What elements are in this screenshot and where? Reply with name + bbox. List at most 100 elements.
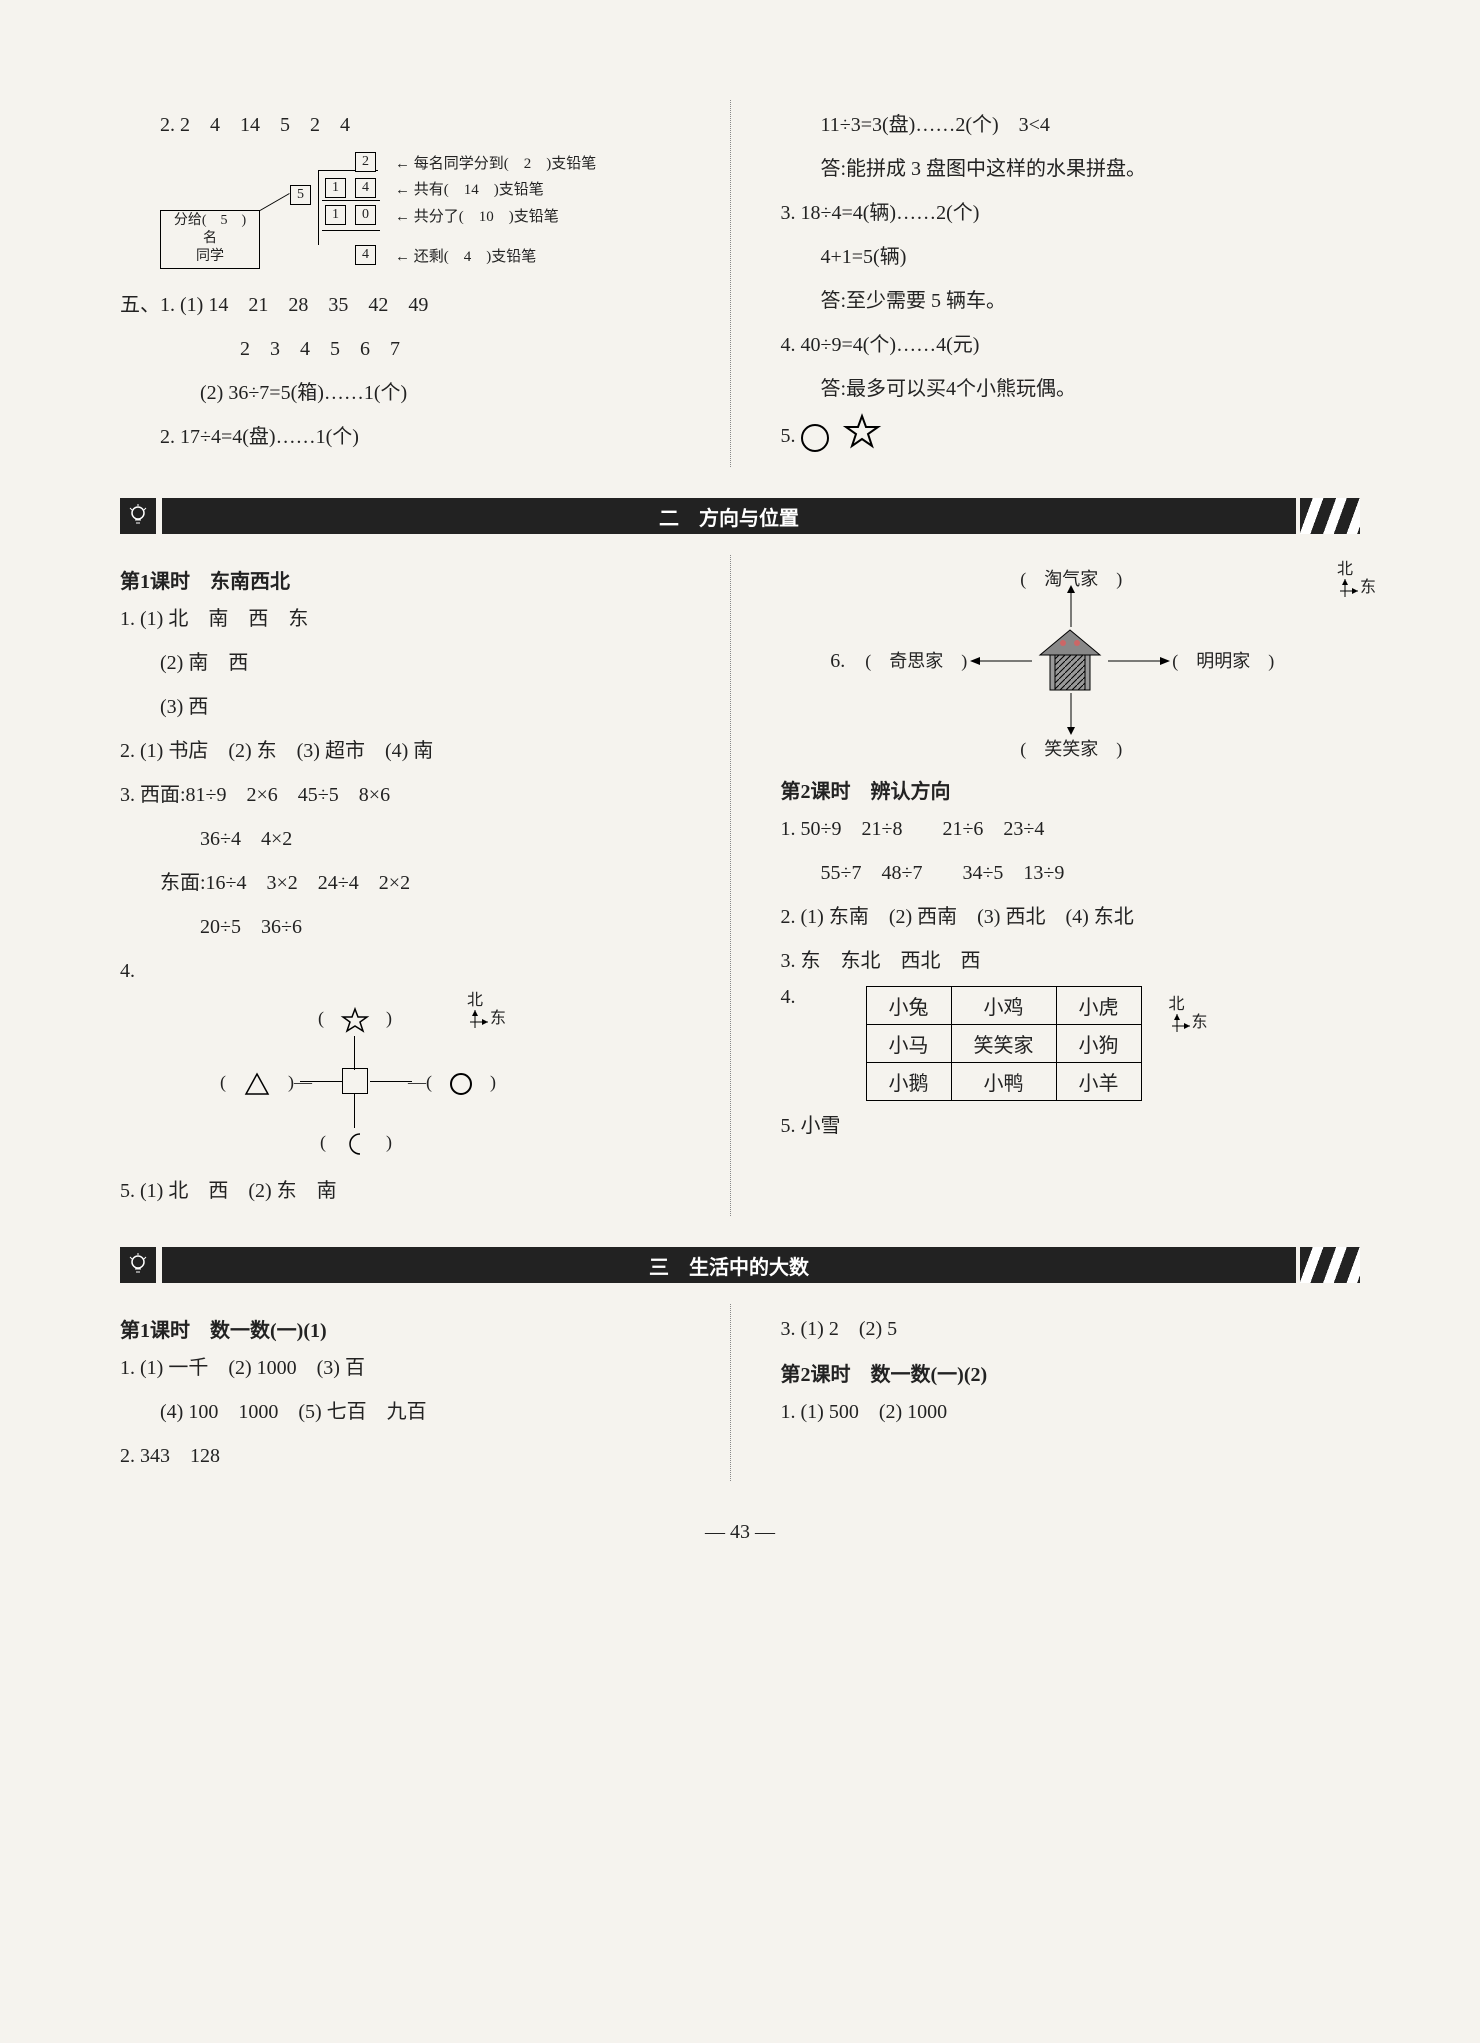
cell-0-2: 小虎 [1056, 987, 1141, 1025]
stripes-icon-2 [1300, 1247, 1360, 1283]
arrow-left-icon [970, 655, 1032, 667]
r-0: 11÷3=3(盘)……2(个) 3<4 [781, 106, 1361, 144]
box-4b: 4 [355, 245, 376, 265]
q6-label: 6. [830, 650, 845, 673]
top-section: 2. 2 4 14 5 2 4 分给( 5 )名 同学 5 1 1 2 4 0 … [120, 100, 1360, 467]
top-left-col: 2. 2 4 14 5 2 4 分给( 5 )名 同学 5 1 1 2 4 0 … [120, 100, 731, 467]
section-2: 第1课时 东南西北 1. (1) 北 南 西 东 (2) 南 西 (3) 西 2… [120, 555, 1360, 1216]
lesson-1-title: 第1课时 东南西北 [120, 565, 700, 594]
cell-2-1: 小鸭 [951, 1063, 1056, 1101]
r-1: 答:能拼成 3 盘图中这样的水果拼盘。 [781, 150, 1361, 188]
node-south: ( ) [320, 1128, 392, 1156]
lightbulb-icon-2 [120, 1247, 156, 1283]
compass-icon: 北 东 [460, 986, 490, 1035]
s2r-l5: 5. 小雪 [781, 1107, 1361, 1145]
s2l6: 36÷4 4×2 [120, 820, 700, 858]
compass-icon-3: 北 东 [1162, 990, 1192, 1039]
cell-0-1: 小鸡 [951, 987, 1056, 1025]
chapter-2-bar: 二 方向与位置 [120, 497, 1360, 535]
box-1a: 1 [325, 178, 346, 198]
box-5: 5 [290, 185, 311, 205]
anno-2: ← 共有( 14 )支铅笔 [395, 178, 544, 199]
anno-4: ← 还剩( 4 )支铅笔 [395, 245, 536, 266]
s2r-l1: 1. 50÷9 21÷8 21÷6 23÷4 [781, 810, 1361, 848]
arrow-right-icon [1108, 655, 1170, 667]
five-1-3: (2) 36÷7=5(箱)……1(个) [120, 374, 700, 412]
animals-table: 小兔 小鸡 小虎 小马 笑笑家 小狗 小鹅 小鸭 小羊 [866, 986, 1142, 1101]
s2-q5: 5. (1) 北 西 (2) 东 南 [120, 1172, 700, 1210]
star-icon [844, 414, 880, 461]
sec2-right: 北 东 6. ( 淘气家 ) ( 奇思家 ) ( [771, 555, 1361, 1216]
lesson-2-title: 第2课时 辨认方向 [781, 775, 1361, 804]
r-4: 答:至少需要 5 辆车。 [781, 282, 1361, 320]
s3l1: 1. (1) 一千 (2) 1000 (3) 百 [120, 1349, 700, 1387]
shapes-direction-diagram: 北 东 ( ) ( )— —( ) [200, 996, 520, 1166]
cell-0-0: 小兔 [866, 987, 951, 1025]
s2r-l3: 2. (1) 东南 (2) 西南 (3) 西北 (4) 东北 [781, 898, 1361, 936]
page-number: — 43 — [120, 1521, 1360, 1544]
s2l4: 2. (1) 书店 (2) 东 (3) 超市 (4) 南 [120, 732, 700, 770]
anno-1: ← 每名同学分到( 2 )支铅笔 [395, 152, 596, 173]
s3r2: 1. (1) 500 (2) 1000 [781, 1393, 1361, 1431]
five-1-1: 五、1. (1) 14 21 28 35 42 49 [120, 286, 700, 324]
r-2: 3. 18÷4=4(辆)……2(个) [781, 194, 1361, 232]
s2l3: (3) 西 [120, 688, 700, 726]
s2r-l2: 55÷7 48÷7 34÷5 13÷9 [781, 854, 1361, 892]
box-2: 2 [355, 152, 376, 172]
s2r-q4: 4. [781, 986, 796, 1009]
section-3: 第1课时 数一数(一)(1) 1. (1) 一千 (2) 1000 (3) 百 … [120, 1304, 1360, 1481]
node-north: ( ) [318, 1004, 392, 1032]
division-box-diagram: 分给( 5 )名 同学 5 1 1 2 4 0 4 ← 每名同学分到( 2 )支… [160, 150, 580, 280]
house-diagram: 6. ( 淘气家 ) ( 奇思家 ) ( 明明家 ) ( 笑笑家 ) [830, 565, 1310, 765]
sec2-left: 第1课时 东南西北 1. (1) 北 南 西 东 (2) 南 西 (3) 西 2… [120, 555, 731, 1216]
lightbulb-icon [120, 498, 156, 534]
hd-north: ( 淘气家 ) [1020, 565, 1122, 591]
s2-q4: 4. [120, 952, 700, 990]
stripes-icon [1300, 498, 1360, 534]
hd-south: ( 笑笑家 ) [1020, 735, 1122, 761]
lesson-3-1-title: 第1课时 数一数(一)(1) [120, 1314, 700, 1343]
cell-1-0: 小马 [866, 1025, 951, 1063]
box-4a: 4 [355, 178, 376, 198]
five-1-2: 2 3 4 5 6 7 [120, 330, 700, 368]
s3l3: 2. 343 128 [120, 1437, 700, 1475]
node-west: ( )— [220, 1068, 312, 1096]
five-2: 2. 17÷4=4(盘)……1(个) [120, 418, 700, 456]
center-square [342, 1068, 368, 1094]
chapter-3-title: 三 生活中的大数 [162, 1247, 1296, 1283]
compass-icon-2: 北 东 [1330, 555, 1360, 604]
item-2-numbers: 2. 2 4 14 5 2 4 [120, 106, 700, 144]
cell-2-2: 小羊 [1056, 1063, 1141, 1101]
s2l2: (2) 南 西 [120, 644, 700, 682]
chapter-2-title: 二 方向与位置 [162, 498, 1296, 534]
hd-east: ( 明明家 ) [1172, 647, 1274, 673]
diag-left-2: 同学 [196, 249, 224, 264]
box-0: 0 [355, 205, 376, 225]
node-east: —( ) [408, 1068, 496, 1095]
r-5: 4. 40÷9=4(个)……4(元) [781, 326, 1361, 364]
anno-3: ← 共分了( 10 )支铅笔 [395, 205, 559, 226]
arrow-up-icon [1065, 585, 1077, 627]
s2l7: 东面:16÷4 3×2 24÷4 2×2 [120, 864, 700, 902]
sec3-left: 第1课时 数一数(一)(1) 1. (1) 一千 (2) 1000 (3) 百 … [120, 1304, 731, 1481]
lesson-3-2-title: 第2课时 数一数(一)(2) [781, 1358, 1361, 1387]
chapter-3-bar: 三 生活中的大数 [120, 1246, 1360, 1284]
box-1b: 1 [325, 205, 346, 225]
cell-2-0: 小鹅 [866, 1063, 951, 1101]
s3r1: 3. (1) 2 (2) 5 [781, 1310, 1361, 1348]
diag-left-1: 分给( 5 )名 [174, 213, 246, 246]
cell-1-2: 小狗 [1056, 1025, 1141, 1063]
top-right-col: 11÷3=3(盘)……2(个) 3<4 答:能拼成 3 盘图中这样的水果拼盘。 … [771, 100, 1361, 467]
s3l2: (4) 100 1000 (5) 七百 九百 [120, 1393, 700, 1431]
s2l1: 1. (1) 北 南 西 东 [120, 600, 700, 638]
hd-west: ( 奇思家 ) [865, 647, 967, 673]
s2l8: 20÷5 36÷6 [120, 908, 700, 946]
r-3: 4+1=5(辆) [781, 238, 1361, 276]
sec3-right: 3. (1) 2 (2) 5 第2课时 数一数(一)(2) 1. (1) 500… [771, 1304, 1361, 1481]
house-icon [1035, 625, 1105, 695]
cell-1-1: 笑笑家 [951, 1025, 1056, 1063]
s2r-l4: 3. 东 东北 西北 西 [781, 942, 1361, 980]
arrow-down-icon [1065, 693, 1077, 735]
r-6: 答:最多可以买4个小熊玩偶。 [781, 370, 1361, 408]
r-7: 5. [781, 414, 1361, 461]
